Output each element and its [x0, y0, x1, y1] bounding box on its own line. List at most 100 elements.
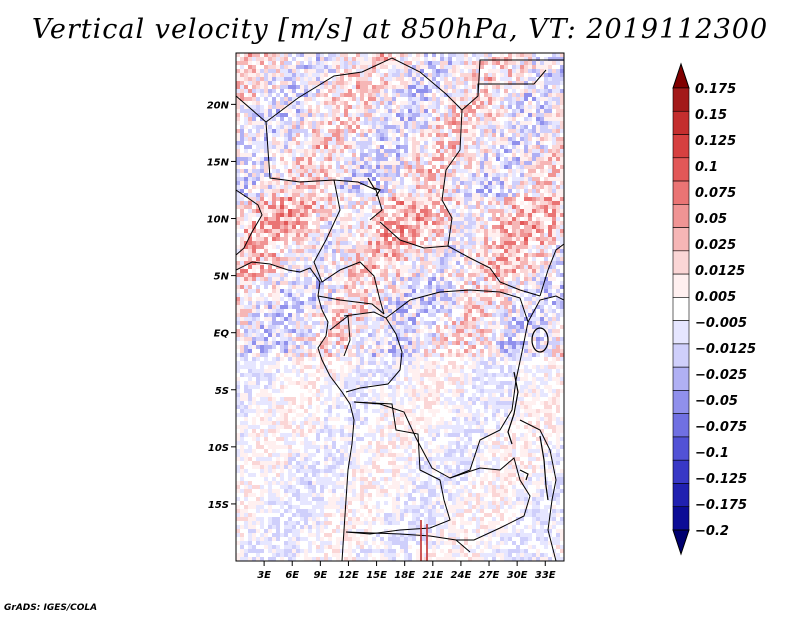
field-cell	[504, 241, 508, 245]
field-cell	[560, 173, 564, 177]
field-cell	[288, 101, 292, 105]
field-cell	[468, 309, 472, 313]
field-cell	[308, 253, 312, 257]
field-cell	[464, 329, 468, 333]
field-cell	[504, 177, 508, 181]
field-cell	[428, 253, 432, 257]
field-cell	[316, 85, 320, 89]
field-cell	[500, 85, 504, 89]
field-cell	[492, 61, 496, 65]
field-cell	[536, 217, 540, 221]
field-cell	[344, 229, 348, 233]
field-cell	[456, 85, 460, 89]
field-cell	[440, 193, 444, 197]
field-cell	[244, 297, 248, 301]
field-cell	[508, 173, 512, 177]
field-cell	[540, 105, 544, 109]
field-cell	[348, 73, 352, 77]
field-cell	[416, 185, 420, 189]
field-cell	[260, 293, 264, 297]
field-cell	[376, 241, 380, 245]
field-cell	[492, 233, 496, 237]
field-cell	[292, 129, 296, 133]
field-cell	[504, 245, 508, 249]
field-cell	[464, 289, 468, 293]
field-cell	[416, 165, 420, 169]
field-cell	[476, 277, 480, 281]
field-cell	[412, 201, 416, 205]
field-cell	[492, 165, 496, 169]
field-cell	[552, 121, 556, 125]
field-cell	[520, 309, 524, 313]
field-cell	[556, 129, 560, 133]
field-cell	[500, 205, 504, 209]
field-cell	[380, 185, 384, 189]
field-cell	[288, 297, 292, 301]
field-cell	[416, 73, 420, 77]
field-cell	[312, 81, 316, 85]
field-cell	[524, 325, 528, 329]
field-cell	[456, 157, 460, 161]
field-cell	[392, 273, 396, 277]
field-cell	[520, 153, 524, 157]
field-cell	[536, 165, 540, 169]
field-cell	[560, 285, 564, 289]
field-cell	[396, 209, 400, 213]
field-cell	[412, 233, 416, 237]
field-cell	[292, 161, 296, 165]
field-cell	[420, 157, 424, 161]
field-cell	[436, 329, 440, 333]
field-cell	[324, 265, 328, 269]
field-cell	[268, 125, 272, 129]
field-cell	[296, 221, 300, 225]
field-cell	[268, 65, 272, 69]
field-cell	[400, 129, 404, 133]
field-cell	[456, 325, 460, 329]
field-cell	[508, 301, 512, 305]
field-cell	[276, 181, 280, 185]
field-cell	[544, 177, 548, 181]
field-cell	[416, 169, 420, 173]
field-cell	[360, 85, 364, 89]
field-cell	[496, 141, 500, 145]
field-cell	[376, 97, 380, 101]
field-cell	[532, 145, 536, 149]
field-cell	[472, 69, 476, 73]
field-cell	[424, 65, 428, 69]
field-cell	[532, 205, 536, 209]
field-cell	[440, 129, 444, 133]
field-cell	[476, 309, 480, 313]
field-cell	[332, 109, 336, 113]
field-cell	[472, 297, 476, 301]
field-cell	[400, 301, 404, 305]
field-cell	[272, 145, 276, 149]
field-cell	[260, 141, 264, 145]
field-cell	[356, 201, 360, 205]
field-cell	[260, 157, 264, 161]
field-cell	[520, 229, 524, 233]
field-cell	[292, 321, 296, 325]
field-cell	[284, 101, 288, 105]
field-cell	[536, 269, 540, 273]
field-cell	[396, 269, 400, 273]
field-cell	[264, 313, 268, 317]
field-cell	[428, 121, 432, 125]
field-cell	[492, 229, 496, 233]
field-cell	[356, 209, 360, 213]
field-cell	[484, 309, 488, 313]
field-cell	[540, 285, 544, 289]
field-cell	[388, 241, 392, 245]
field-cell	[528, 73, 532, 77]
field-cell	[512, 217, 516, 221]
field-cell	[376, 53, 380, 57]
field-cell	[384, 293, 388, 297]
field-cell	[400, 157, 404, 161]
field-cell	[312, 61, 316, 65]
field-cell	[312, 313, 316, 317]
field-cell	[300, 213, 304, 217]
field-cell	[512, 225, 516, 229]
field-cell	[472, 221, 476, 225]
field-cell	[556, 109, 560, 113]
field-cell	[284, 329, 288, 333]
field-cell	[280, 145, 284, 149]
